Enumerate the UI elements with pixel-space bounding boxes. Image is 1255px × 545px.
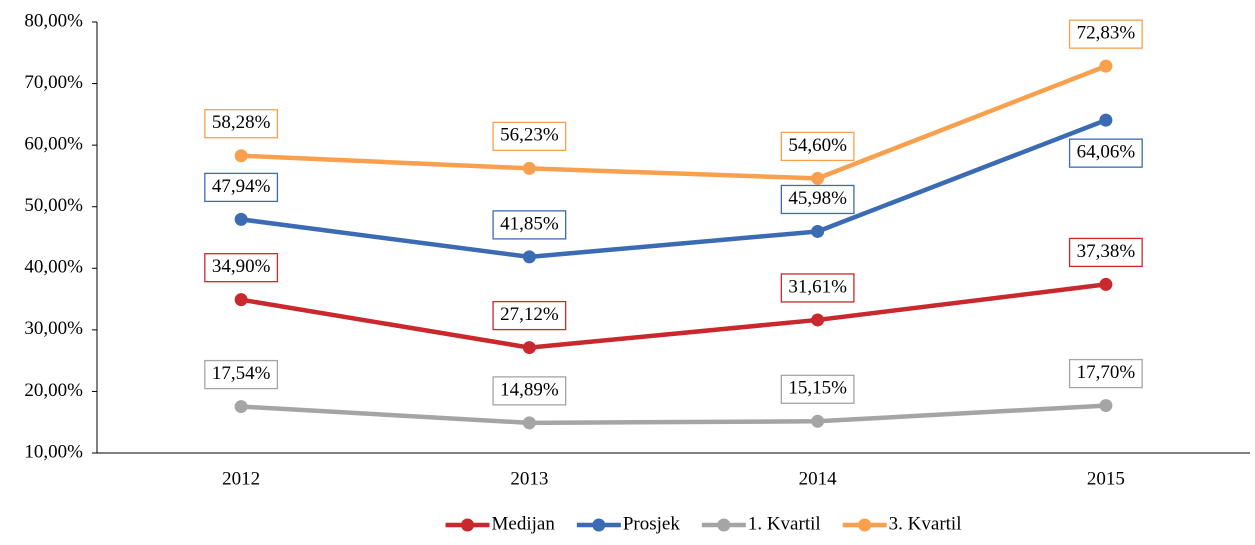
data-label: 58,28%: [212, 112, 271, 133]
x-tick-label: 2012: [222, 468, 260, 489]
data-label: 17,54%: [212, 363, 271, 384]
data-label: 54,60%: [788, 135, 847, 156]
legend-item: Prosjek: [576, 513, 681, 534]
y-tick-label: 70,00%: [24, 72, 83, 93]
data-point: [811, 313, 825, 327]
data-label-box: [780, 184, 855, 215]
data-label-box: [204, 253, 279, 283]
y-tick-label: 10,00%: [24, 441, 83, 462]
y-tick-label: 80,00%: [24, 10, 83, 31]
data-point: [1099, 277, 1113, 291]
data-label-group: 14,89%: [492, 376, 567, 406]
legend-label: 1. Kvartil: [748, 513, 821, 534]
data-label-group: 47,94%: [204, 172, 279, 203]
y-tick-label: 40,00%: [24, 257, 83, 278]
y-tick-label: 30,00%: [24, 318, 83, 339]
legend-marker: [858, 518, 872, 532]
y-tick-label: 20,00%: [24, 380, 83, 401]
data-label-box: [492, 300, 567, 331]
data-label: 41,85%: [500, 213, 559, 234]
data-label: 72,83%: [1077, 23, 1136, 44]
y-tick-label: 50,00%: [24, 195, 83, 216]
data-label-group: 37,38%: [1068, 237, 1143, 268]
data-label-group: 56,23%: [492, 121, 567, 152]
data-label-box: [780, 131, 855, 162]
data-label: 47,94%: [212, 176, 271, 197]
data-point: [811, 171, 825, 185]
legend-item: 3. Kvartil: [842, 513, 962, 534]
data-label-box: [780, 374, 855, 404]
data-point: [1099, 399, 1113, 413]
data-label: 64,06%: [1077, 142, 1136, 163]
x-tick-label: 2013: [510, 468, 548, 489]
legend-label: Prosjek: [623, 513, 681, 534]
data-point: [234, 149, 248, 163]
data-label-group: 54,60%: [780, 131, 855, 162]
data-point: [522, 416, 536, 430]
data-label-group: 45,98%: [780, 184, 855, 215]
data-label: 56,23%: [500, 125, 559, 146]
data-label: 14,89%: [500, 379, 559, 400]
data-label-box: [492, 210, 567, 240]
data-label-box: [204, 109, 279, 139]
data-label: 45,98%: [788, 188, 847, 209]
legend-label: 3. Kvartil: [889, 513, 962, 534]
series-line: [240, 282, 1107, 350]
data-point: [1099, 113, 1113, 127]
data-point: [522, 250, 536, 264]
data-label-box: [492, 376, 567, 406]
data-label: 37,38%: [1077, 241, 1136, 262]
data-point: [234, 400, 248, 414]
data-label: 15,15%: [788, 378, 847, 399]
y-tick-label: 60,00%: [24, 134, 83, 155]
data-label-group: 64,06%: [1068, 138, 1143, 168]
data-label-group: 31,61%: [780, 273, 855, 303]
legend-marker: [717, 518, 731, 532]
data-label: 34,90%: [212, 256, 271, 277]
data-point: [234, 293, 248, 307]
data-label-box: [1068, 237, 1143, 268]
series-line: [241, 64, 1107, 181]
legend-item: 1. Kvartil: [701, 513, 821, 534]
data-point: [811, 224, 825, 238]
data-label: 31,61%: [788, 276, 847, 297]
data-label-box: [1068, 358, 1143, 389]
data-point: [1099, 59, 1113, 73]
data-label-group: 58,28%: [204, 109, 279, 139]
data-label-group: 41,85%: [492, 210, 567, 240]
data-label-box: [1068, 19, 1143, 49]
legend-label: Medijan: [492, 513, 556, 534]
legend-marker: [592, 518, 606, 532]
legend-marker: [461, 518, 475, 532]
data-point: [522, 341, 536, 355]
data-label-group: 15,15%: [780, 374, 855, 404]
data-label-box: [780, 273, 855, 303]
data-label-box: [1068, 138, 1143, 168]
data-point: [234, 212, 248, 226]
legend-item: Medijan: [445, 513, 556, 534]
data-label-group: 17,54%: [204, 359, 279, 390]
data-label-box: [204, 359, 279, 390]
data-point: [522, 161, 536, 175]
x-tick-label: 2015: [1087, 468, 1125, 489]
data-label-group: 34,90%: [204, 253, 279, 283]
data-label-box: [204, 172, 279, 203]
data-point: [811, 414, 825, 428]
data-label: 27,12%: [500, 304, 559, 325]
data-label-group: 27,12%: [492, 300, 567, 331]
data-label: 17,70%: [1077, 362, 1136, 383]
series-line: [240, 403, 1107, 426]
data-label-group: 17,70%: [1068, 358, 1143, 389]
data-label-group: 72,83%: [1068, 19, 1143, 49]
series-line: [240, 118, 1107, 260]
x-tick-label: 2014: [799, 468, 838, 489]
data-label-box: [492, 121, 567, 152]
